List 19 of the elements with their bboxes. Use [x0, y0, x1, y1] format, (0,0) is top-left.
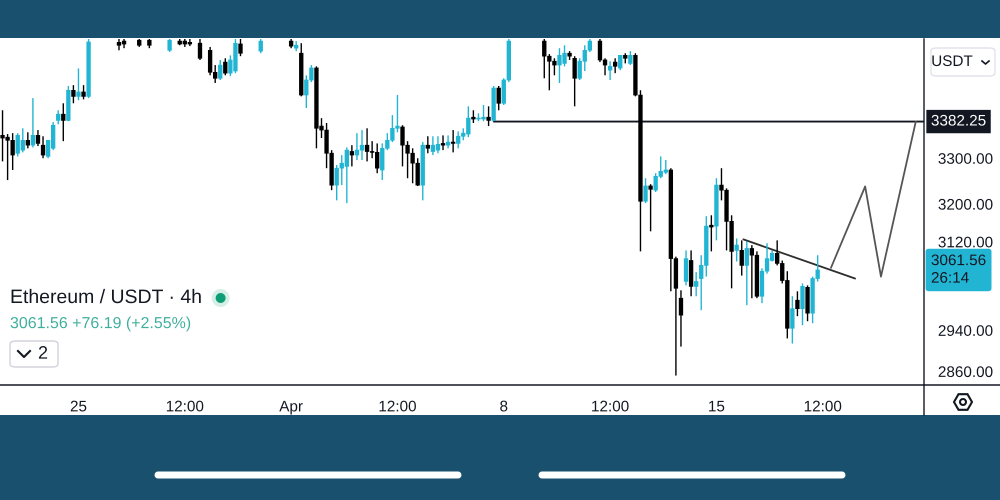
x-tick-label: Apr [279, 400, 303, 415]
x-tick-label: 12:00 [804, 400, 842, 412]
y-tick-label: 3300.00 [938, 153, 993, 164]
x-tick-label: 12:00 [380, 400, 416, 412]
x-tick-label: 15 [709, 400, 724, 412]
y-tick-label: 2940.00 [938, 325, 993, 336]
x-tick-label: 12:00 [166, 400, 204, 412]
annotation: 2 [38, 346, 48, 359]
y-tick-label: 3120.00 [938, 236, 993, 248]
y-axis-title: USDT [932, 55, 972, 66]
x-tick-label: 8 [500, 400, 508, 412]
x-tick-label: 25 [70, 400, 86, 412]
text: 3061.56 26:14 [932, 254, 986, 283]
y-tick-label: 2860.00 [938, 366, 993, 378]
x-tick-label: 12:00 [592, 400, 629, 412]
data-label: 3382.25 [932, 114, 986, 126]
text: Ethereum / USDT · 4h [12, 288, 201, 304]
text: 3061.56 +76.19 (+2.55%) [10, 316, 190, 332]
y-tick-label: 3200.00 [938, 198, 993, 210]
